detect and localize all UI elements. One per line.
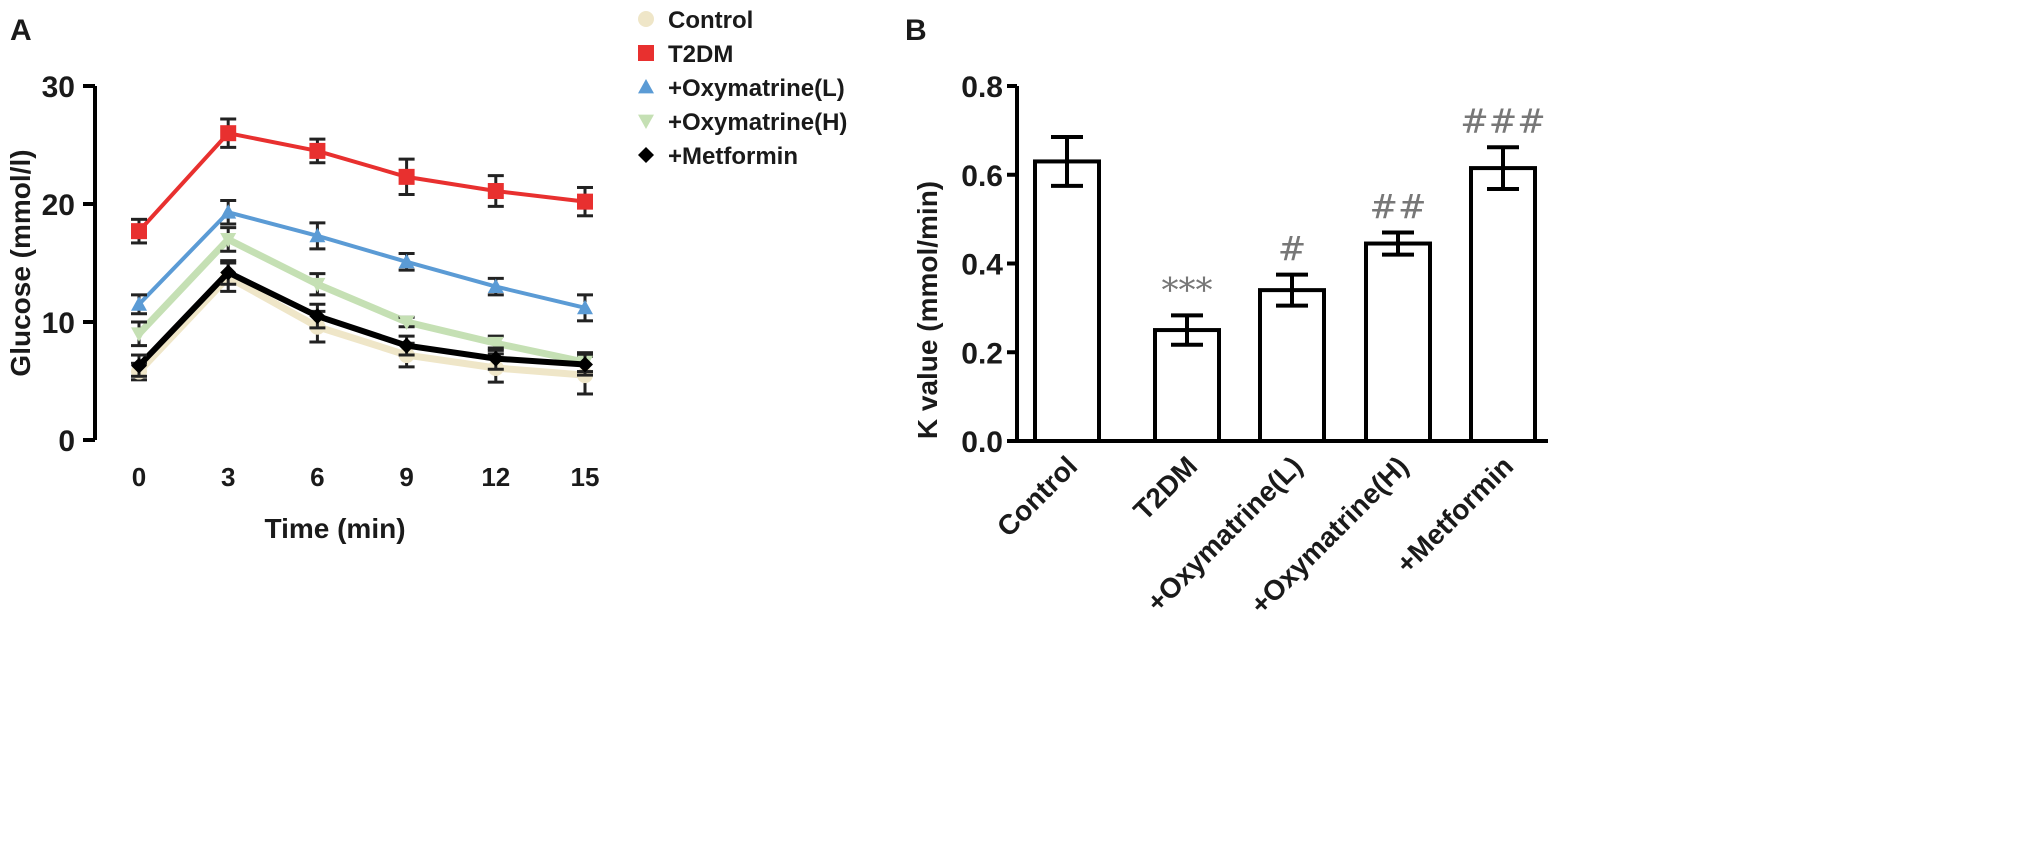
marker-diamond (487, 350, 504, 367)
marker-square (638, 45, 654, 61)
legend-label: T2DM (668, 41, 733, 68)
legend-label: Control (668, 7, 753, 34)
marker-triangle (577, 299, 593, 315)
y-tick-label: 0.6 (961, 160, 1003, 193)
x-tick-label: 0 (132, 462, 146, 492)
x-tick-label: T2DM (1127, 450, 1203, 526)
panel-b-label: B (905, 14, 927, 47)
x-tick-label: 3 (221, 462, 235, 492)
marker-diamond (577, 356, 593, 373)
y-tick-label: 0.0 (961, 426, 1003, 459)
y-tick-label: 10 (42, 307, 75, 340)
series-line (137, 131, 586, 233)
marker-triangle-down (398, 315, 415, 330)
x-tick-label: 9 (399, 462, 413, 492)
marker-triangle (398, 253, 415, 269)
marker-circle (638, 11, 654, 27)
marker-square (309, 142, 326, 159)
x-tick-label: 6 (310, 462, 324, 492)
series-t2dm (131, 117, 593, 245)
marker-triangle (220, 204, 237, 219)
x-tick-label: 12 (481, 462, 510, 492)
panel-a-label: A (10, 14, 32, 47)
series--metformin (131, 259, 593, 378)
bar (1364, 241, 1432, 443)
line-chart-glucose: 0 10 20 30 0 3 6 9 12 15 Time (min) Glucose (mmol/l… (5, 71, 599, 544)
y-tick-label: 0.4 (961, 249, 1003, 282)
marker-square (398, 168, 415, 185)
marker-triangle (131, 296, 147, 311)
series-line (137, 210, 586, 310)
marker-triangle (309, 227, 326, 243)
x-tick-label: Control (991, 450, 1083, 542)
marker-diamond (220, 264, 237, 281)
significance-label: ## (1370, 187, 1427, 227)
marker-triangle (638, 79, 654, 94)
legend-label: +Oxymatrine(L) (668, 75, 845, 102)
marker-diamond (398, 337, 415, 354)
series-line (136, 272, 586, 379)
y-axis-label: K value (mmol/min) (912, 181, 943, 439)
bar-chart-k-value: 0.0 0.2 0.4 0.6 0.8 K value (mmol/min) Control… (912, 71, 1548, 620)
legend: Control T2DM +Oxymatrine(L) +Oxymatrine(H) +… (638, 7, 847, 170)
series--oxymatrine-l- (131, 198, 593, 323)
marker-diamond (638, 147, 654, 163)
significance-label: # (1278, 230, 1307, 270)
significance-label: *** (1162, 270, 1213, 310)
marker-square (487, 183, 504, 200)
bar-group: Control (991, 135, 1101, 543)
legend-label: +Metformin (668, 143, 798, 170)
marker-triangle (487, 278, 504, 293)
y-tick-label: 20 (42, 189, 75, 222)
bar-group: *** T2DM (1127, 270, 1221, 526)
marker-triangle-down (131, 327, 147, 342)
x-axis-label: Time (min) (264, 513, 405, 544)
series-line (136, 235, 586, 366)
y-tick-label: 0.2 (961, 337, 1003, 370)
y-tick-label: 30 (42, 71, 75, 104)
bar (1153, 328, 1221, 443)
series--oxymatrine-h- (131, 226, 593, 374)
marker-square (220, 125, 237, 142)
marker-triangle-down (220, 233, 237, 248)
series-line (136, 268, 586, 368)
bar (1258, 288, 1326, 443)
marker-triangle-down (638, 114, 654, 129)
significance-label: ### (1460, 102, 1545, 142)
marker-diamond (131, 357, 147, 374)
legend-label: +Oxymatrine(H) (668, 109, 847, 136)
y-tick-label: 0.8 (961, 71, 1003, 104)
marker-square (577, 193, 593, 210)
y-axis-label: Glucose (mmol/l) (5, 149, 36, 376)
bar (1469, 166, 1537, 443)
marker-diamond (309, 308, 326, 325)
x-tick-label: 15 (571, 462, 600, 492)
y-tick-label: 0 (58, 425, 75, 458)
marker-triangle-down (487, 336, 504, 352)
marker-square (131, 223, 147, 240)
bar (1033, 159, 1101, 443)
marker-triangle-down (309, 277, 326, 293)
